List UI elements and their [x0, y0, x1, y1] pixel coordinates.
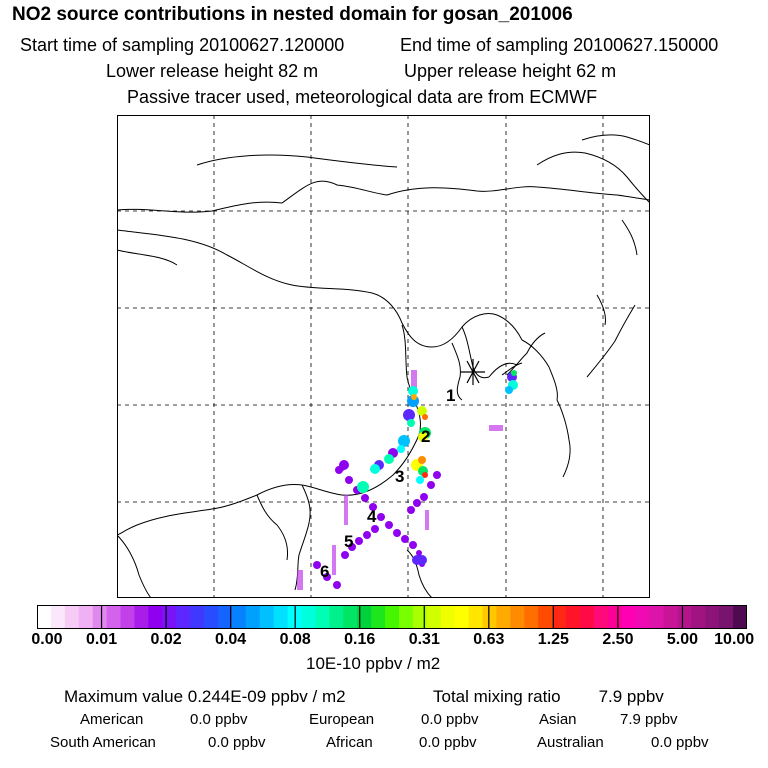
maximum-value-label: Maximum value 0.244E-09 ppbv / m2: [64, 687, 346, 706]
color-legend-cell: [538, 605, 553, 629]
color-legend-cell: [621, 605, 637, 629]
color-legend-cell: [440, 605, 456, 629]
color-legend-cell: [64, 605, 80, 629]
region-value-european: 0.0 ppbv: [421, 711, 479, 728]
color-legend-unit: 10E-10 ppbv / m2: [306, 654, 441, 673]
color-legend-bar: [37, 605, 747, 629]
color-legend-cell: [245, 605, 261, 629]
trajectory-label-3: 3: [395, 467, 404, 486]
upper-release-label: Upper release height 62 m: [404, 61, 617, 81]
color-legend-tick-label: 0.31: [408, 631, 440, 648]
color-legend-cell: [663, 605, 678, 629]
region-name-european: European: [309, 711, 375, 728]
color-legend-cell: [566, 605, 581, 629]
color-legend-cell: [120, 605, 136, 629]
color-legend-tick-label: 0.16: [344, 631, 376, 648]
color-legend-tick-label: 1.25: [537, 631, 569, 648]
color-legend-cell: [468, 605, 484, 629]
region-value-african: 0.0 ppbv: [419, 734, 477, 751]
total-mixing-ratio-label: Total mixing ratio 7.9 ppbv: [433, 688, 664, 705]
color-legend-cell: [733, 605, 747, 629]
color-legend-cell: [148, 605, 163, 629]
trajectory-label-4: 4: [367, 507, 377, 526]
color-legend-cell: [607, 605, 623, 629]
region-name-african: African: [326, 734, 373, 751]
color-legend-tick-label: 0.00: [31, 631, 63, 648]
total-mixing-ratio-value: 7.9 ppbv: [598, 687, 664, 706]
region-value-asian: 7.9 ppbv: [620, 711, 678, 728]
color-legend-cell: [398, 605, 414, 629]
korea-japan-outlines: [451, 219, 638, 401]
color-legend-cell: [301, 605, 317, 629]
color-legend-cells: [37, 605, 747, 629]
color-legend-cell: [371, 605, 386, 629]
color-legend-cell: [190, 605, 205, 629]
color-legend-cell: [705, 605, 720, 629]
region-value-american: 0.0 ppbv: [190, 711, 248, 728]
color-legend-tick-label: 0.01: [85, 631, 118, 648]
color-legend-tick-label: 0.02: [150, 631, 182, 648]
color-legend-cell: [510, 605, 525, 629]
color-legend-cell: [649, 605, 665, 629]
color-legend-cell: [106, 605, 122, 629]
color-legend-cell: [426, 605, 442, 629]
color-legend-cell: [385, 605, 400, 629]
end-time-label: End time of sampling 20100627.150000: [400, 35, 719, 55]
color-legend-tick-label: 0.04: [215, 631, 247, 648]
start-time-label: Start time of sampling 20100627.120000: [20, 35, 345, 55]
color-legend-cell: [217, 605, 233, 629]
chart-title: NO2 source contributions in nested domai…: [12, 4, 573, 25]
color-legend-cell: [78, 605, 94, 629]
color-legend-cell: [691, 605, 706, 629]
color-legend-cell: [273, 605, 289, 629]
region-name-south-american: South American: [50, 734, 156, 751]
color-legend-cell: [552, 605, 567, 629]
receptor-asterisk-icon: [461, 359, 485, 385]
color-legend-tick-label: 0.63: [473, 631, 505, 648]
color-legend-cell: [357, 605, 372, 629]
color-legend-cell: [524, 605, 539, 629]
trajectory-label-5: 5: [344, 532, 353, 551]
color-legend-cell: [593, 605, 609, 629]
lower-release-label: Lower release height 82 m: [106, 61, 319, 81]
color-legend-cell: [496, 605, 511, 629]
color-legend-tick-label: 2.50: [602, 631, 634, 648]
color-legend-cell: [343, 605, 358, 629]
trajectory-label-2: 2: [421, 427, 430, 446]
region-value-australian: 0.0 ppbv: [651, 734, 709, 751]
trajectory-label-6: 6: [320, 562, 329, 581]
color-legend-cell: [204, 605, 219, 629]
region-value-south-american: 0.0 ppbv: [208, 734, 266, 751]
map-frame: [117, 115, 650, 598]
color-legend-cell: [134, 605, 149, 629]
color-legend-cell: [176, 605, 191, 629]
color-legend-cell: [635, 605, 651, 629]
color-legend-cell: [259, 605, 275, 629]
region-name-american: American: [80, 711, 144, 728]
color-legend-cell: [162, 605, 177, 629]
color-legend-cell: [315, 605, 330, 629]
color-legend-tick-label: 5.00: [666, 631, 699, 648]
region-name-australian: Australian: [537, 734, 604, 751]
color-legend-cell: [50, 605, 66, 629]
color-legend-cell: [329, 605, 344, 629]
total-mixing-ratio-text: Total mixing ratio: [433, 687, 561, 706]
tracer-note: Passive tracer used, meteorological data…: [127, 87, 598, 107]
color-legend-cell: [677, 605, 692, 629]
color-legend-cell: [92, 605, 108, 629]
color-legend-cell: [412, 605, 428, 629]
color-legend-tick-label: 10.00: [714, 631, 755, 648]
color-legend-cell: [482, 605, 498, 629]
map-panel: 1 2 3 4 5 6: [117, 115, 650, 598]
plume-overlay: [297, 370, 518, 590]
color-legend-cell: [37, 605, 52, 629]
region-name-asian: Asian: [539, 711, 577, 728]
color-legend-cell: [719, 605, 734, 629]
trajectory-label-1: 1: [446, 386, 455, 405]
color-legend-cell: [454, 605, 470, 629]
color-legend-cell: [579, 605, 595, 629]
color-legend-cell: [231, 605, 247, 629]
color-legend-tick-label: 0.08: [279, 631, 311, 648]
